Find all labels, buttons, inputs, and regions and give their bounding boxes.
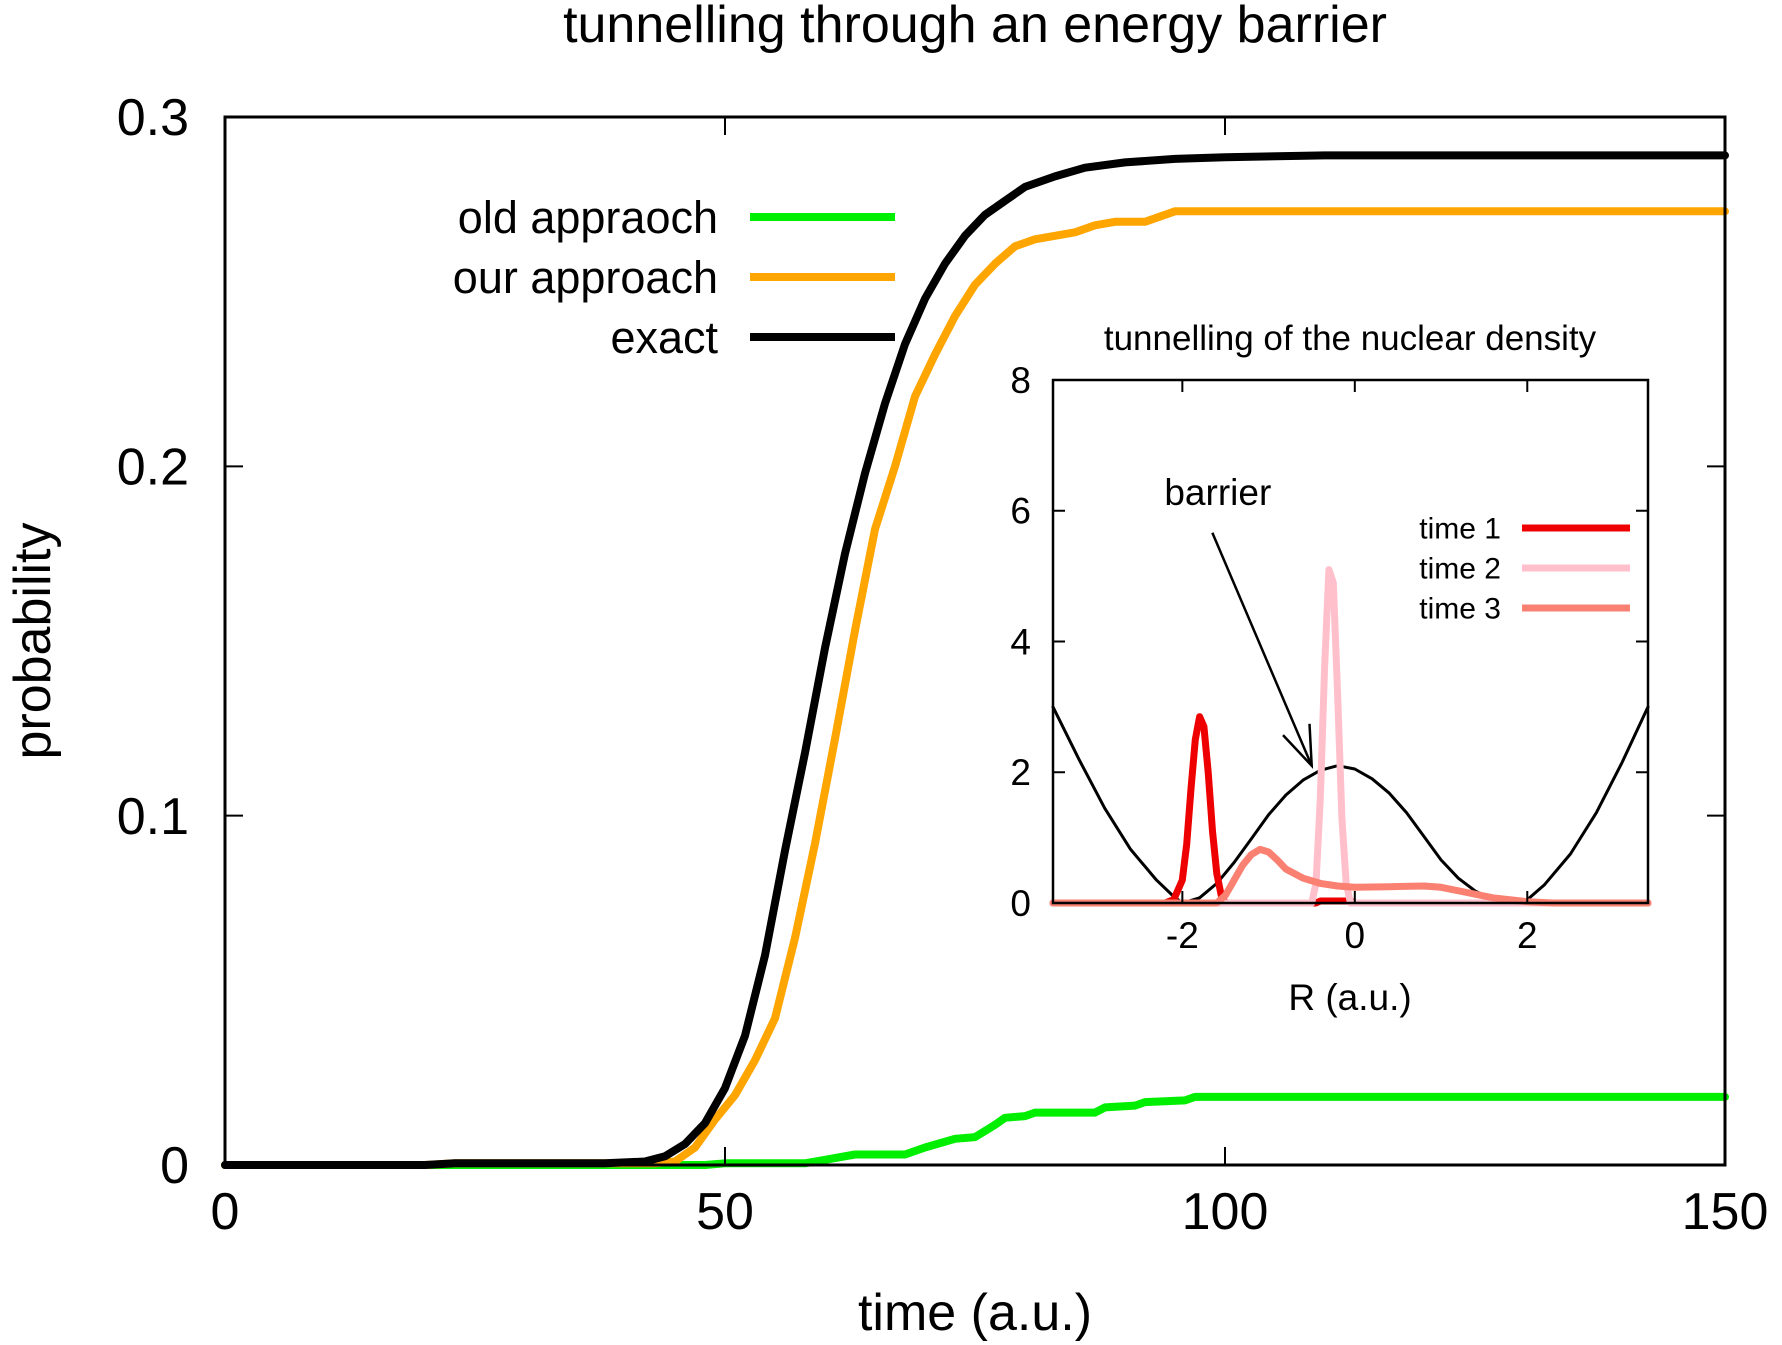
main-y-tick-0-label: 0: [160, 1137, 189, 1195]
inset-x-tick-0-label: 0: [1345, 915, 1366, 956]
main-y-axis-label: probability: [4, 522, 62, 759]
main-plot: tunnelling through an energy barrier 0 50…: [4, 0, 1768, 1342]
main-series-old-appraoch-line: [221, 1092, 1729, 1169]
inset-x-tick-2-label: -2: [1166, 915, 1199, 956]
barrier-annotation-arrow-head: [1282, 723, 1314, 770]
barrier-annotation-arrow-shaft: [1211, 532, 1313, 767]
inset-legend: time 1 time 2 time 3: [1419, 513, 1630, 626]
main-axes: 0 50 100 150 0 0.1 0.2 0.3: [117, 89, 1769, 1241]
inset-legend-time-2-label: time 2: [1419, 553, 1501, 586]
main-series-group: [221, 151, 1729, 1169]
main-y-tick-0-3-label: 0.3: [117, 89, 189, 147]
main-chart-title: tunnelling through an energy barrier: [563, 0, 1387, 54]
main-x-axis-label: time (a.u.): [858, 1284, 1092, 1342]
inset-series-time-1-line: [1049, 713, 1652, 907]
main-plot-frame: [223, 115, 1727, 1167]
inset-y-tick-4-label: 4: [1010, 621, 1031, 662]
inset-plot: tunnelling of the nuclear density -2 0 2 0 2…: [1010, 319, 1652, 1018]
main-legend: old appraoch our approach exact: [453, 192, 895, 363]
barrier-annotation-label: barrier: [1164, 472, 1271, 513]
inset-series-time-3-line: [1049, 845, 1652, 907]
inset-axes: -2 0 2 0 2 4 6 8: [1010, 360, 1648, 956]
main-legend-exact-label: exact: [610, 312, 718, 363]
inset-plot-background: [1053, 380, 1648, 903]
main-y-tick-0-1-label: 0.1: [117, 788, 189, 846]
main-x-tick-50-label: 50: [696, 1183, 754, 1241]
inset-y-tick-8-label: 8: [1010, 360, 1031, 401]
main-x-tick-150-label: 150: [1682, 1183, 1769, 1241]
inset-series-group: [1049, 566, 1652, 907]
inset-y-tick-0-label: 0: [1010, 883, 1031, 924]
inset-chart-title: tunnelling of the nuclear density: [1104, 319, 1597, 358]
inset-y-tick-2-label: 2: [1010, 752, 1031, 793]
inset-x-axis-label: R (a.u.): [1288, 977, 1411, 1018]
inset-y-tick-6-label: 6: [1010, 491, 1031, 532]
main-y-tick-0-2-label: 0.2: [117, 439, 189, 497]
inset-x-tick-2-label: 2: [1517, 915, 1538, 956]
inset-legend-time-3-label: time 3: [1419, 593, 1501, 626]
main-series-our-approach-line: [221, 207, 1729, 1169]
main-legend-old-appraoch-label: old appraoch: [458, 192, 718, 243]
main-x-tick-0-label: 0: [211, 1183, 240, 1241]
main-series-exact-line: [221, 151, 1729, 1169]
inset-legend-time-1-label: time 1: [1419, 513, 1501, 546]
inset-annotation: barrier: [1164, 472, 1314, 770]
main-legend-our-approach-label: our approach: [453, 252, 718, 303]
main-x-tick-100-label: 100: [1182, 1183, 1269, 1241]
